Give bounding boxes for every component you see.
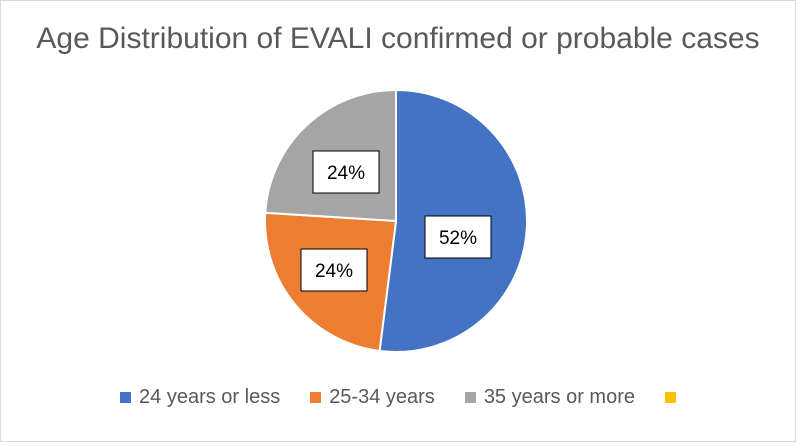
legend-swatch-2 <box>310 392 322 403</box>
legend-item-2: 25-34 years <box>310 386 435 409</box>
legend-swatch-3 <box>464 392 476 403</box>
legend-label-1: 24 years or less <box>139 386 281 408</box>
legend-item-1: 24 years or less <box>120 386 280 409</box>
svg-text:24%: 24% <box>315 261 353 282</box>
legend-label-3: 35 years or more <box>483 386 635 408</box>
data-label-2: 24% <box>300 248 368 292</box>
chart-legend: 24 years or less 25-34 years 35 years or m… <box>0 386 796 409</box>
legend-swatch-1 <box>120 392 132 403</box>
legend-swatch-4 <box>664 392 676 403</box>
legend-label-2: 25-34 years <box>329 386 435 408</box>
legend-item-3: 35 years or more <box>464 386 635 409</box>
data-label-3: 24% <box>312 150 380 194</box>
legend-item-4 <box>664 392 676 403</box>
chart-title: Age Distribution of EVALI confirmed or p… <box>36 22 760 55</box>
svg-text:24%: 24% <box>327 163 365 184</box>
svg-text:52%: 52% <box>439 228 477 249</box>
data-label-1: 52% <box>424 215 492 259</box>
